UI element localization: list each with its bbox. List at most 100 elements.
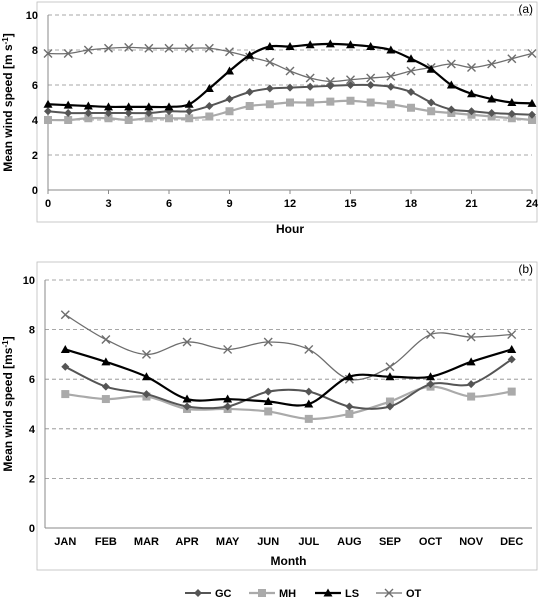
data-point-ls [346, 40, 355, 49]
y-tick-label: 8 [29, 325, 35, 337]
data-point-gc [264, 387, 273, 396]
data-point-mh [61, 390, 70, 399]
data-point-gc [467, 380, 476, 389]
series-ls [60, 344, 517, 408]
data-point-ls [467, 89, 476, 98]
data-point-ls [43, 99, 53, 108]
data-point-ot [101, 335, 111, 345]
data-point-ot [507, 54, 517, 64]
data-point-ls [225, 66, 234, 75]
x-tick-label: JUL [298, 536, 319, 548]
y-axis-title: Mean wind speed [m s-1] [1, 33, 15, 171]
data-point-gc [385, 402, 394, 411]
legend-marker-ls [323, 588, 333, 597]
data-point-ot [141, 349, 151, 359]
data-point-gc [528, 110, 536, 119]
y-tick-label: 0 [29, 523, 35, 535]
data-point-gc [507, 109, 516, 118]
data-point-ot [507, 330, 517, 340]
series-line-ls [47, 42, 533, 109]
data-point-ls [285, 42, 295, 50]
legend-label: OT [406, 588, 422, 600]
data-point-ot [83, 45, 93, 55]
data-point-mh [345, 409, 354, 418]
data-point-gc [326, 81, 335, 90]
y-tick-label: 4 [29, 424, 36, 436]
series-ls [43, 39, 537, 111]
data-point-ls [204, 84, 214, 92]
data-point-ot [346, 75, 355, 85]
data-point-ot [366, 73, 376, 83]
data-point-ls [304, 399, 314, 408]
legend-label: GC [215, 588, 232, 600]
data-point-mh [326, 97, 335, 106]
data-point-mh [124, 116, 133, 124]
data-point-ot [386, 71, 396, 81]
data-point-mh [366, 98, 375, 107]
x-tick-label: 6 [166, 198, 172, 210]
data-point-ls [487, 94, 497, 103]
series-line-ls [64, 348, 513, 407]
data-point-mh [407, 103, 415, 112]
data-point-gc [101, 382, 110, 391]
data-point-gc [225, 95, 234, 103]
panel-label: (b) [518, 262, 533, 276]
x-tick-label: MAY [216, 536, 240, 548]
data-point-ls [101, 357, 111, 366]
data-point-gc [265, 84, 274, 93]
data-point-ot [184, 43, 194, 53]
plot-frame [36, 261, 538, 571]
y-tick-label: 10 [23, 275, 35, 287]
x-tick-label: 0 [45, 198, 51, 210]
data-point-gc [407, 88, 415, 96]
data-point-mh [265, 100, 274, 109]
data-point-ot [527, 49, 537, 58]
series-line-gc [64, 358, 513, 410]
data-point-gc [245, 88, 254, 96]
data-point-ls [164, 102, 174, 111]
data-point-gc [142, 390, 151, 399]
x-tick-label: MAR [134, 536, 159, 548]
x-tick-label: 3 [105, 198, 111, 210]
x-tick-label: APR [175, 536, 198, 548]
data-point-ls [223, 394, 233, 403]
data-point-gc [44, 107, 52, 116]
data-point-mh [385, 397, 394, 406]
plot-frame [36, 1, 538, 223]
data-point-ls [83, 101, 93, 110]
data-point-ot [467, 63, 476, 72]
data-point-ls [60, 344, 70, 353]
data-point-ot [466, 332, 476, 342]
data-point-ot [426, 330, 436, 340]
panel-label: (a) [518, 2, 533, 16]
data-point-ot [406, 66, 416, 76]
data-point-mh [507, 387, 516, 396]
y-tick-label: 2 [29, 473, 35, 485]
y-tick-label: 6 [32, 80, 38, 92]
data-point-gc [366, 81, 375, 89]
data-point-gc [104, 109, 113, 117]
data-point-mh [528, 116, 536, 124]
series-gc [61, 355, 516, 411]
data-point-ot [304, 344, 314, 354]
data-point-ot [285, 66, 295, 76]
data-point-mh [304, 414, 313, 423]
data-point-ls [305, 40, 315, 49]
y-axis-title: Mean wind speed [ms-1] [1, 336, 15, 471]
data-point-gc [64, 109, 73, 117]
data-point-gc [286, 83, 294, 92]
data-point-mh [225, 107, 234, 116]
data-point-ls [344, 372, 354, 381]
data-point-ot [385, 362, 395, 372]
data-point-ot [446, 59, 456, 69]
legend-item-gc: GC [185, 588, 232, 600]
data-point-ls [507, 344, 517, 353]
x-tick-label: SEP [379, 536, 401, 548]
x-tick-label: 24 [526, 198, 539, 210]
data-point-gc [304, 387, 313, 396]
legend-marker-gc [194, 589, 202, 597]
data-point-ot [60, 310, 70, 320]
data-point-gc [306, 82, 315, 91]
data-point-ot [104, 43, 113, 53]
